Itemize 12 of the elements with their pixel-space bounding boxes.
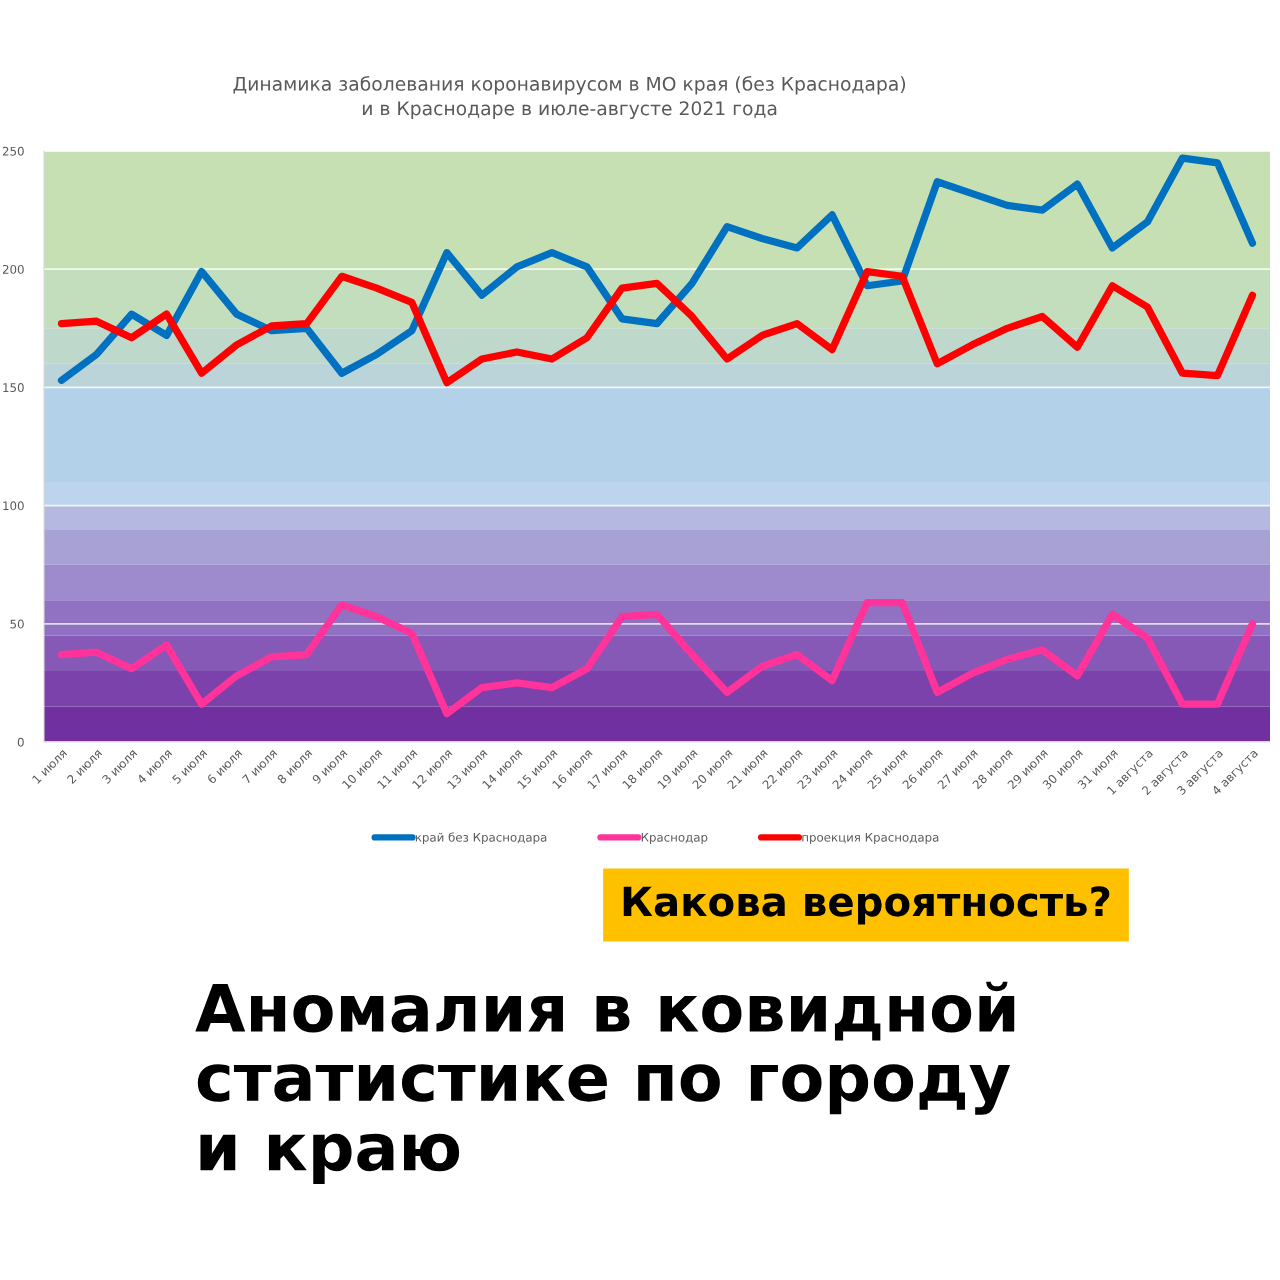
legend-label: край без Краснодара [415, 832, 547, 845]
y-tick-label: 0 [17, 737, 24, 747]
y-tick-label: 250 [2, 146, 24, 156]
legend-label: проекция Краснодара [802, 832, 939, 845]
y-tick-label: 200 [2, 264, 24, 274]
legend-label: Краснодар [641, 832, 708, 845]
y-tick-label: 50 [10, 619, 24, 629]
text: Аномалия в ковидной статистике по городу и краю [195, 981, 1015, 1184]
chart-title: Динамика заболевания коронавирусом в МО края (без Краснодара) и в Краснодаре в июле-августе 2021 года [233, 76, 906, 120]
y-tick-label: 100 [3, 501, 24, 511]
text: Какова вероятность? [623, 886, 1110, 925]
y-tick-label: 150 [3, 383, 24, 393]
